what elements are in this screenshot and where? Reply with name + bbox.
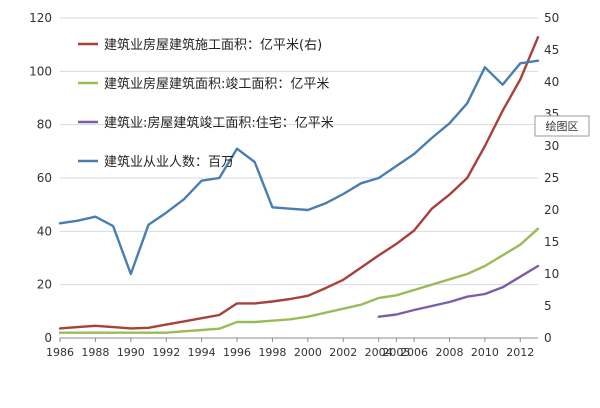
y-right-tick-label: 50	[544, 11, 559, 25]
series-line-2	[58, 227, 540, 334]
y-right-tick-label: 40	[544, 75, 559, 89]
y-left-tick-label: 40	[37, 224, 52, 238]
y-right-tick-label: 5	[544, 299, 552, 313]
x-tick-label: 2005	[382, 346, 410, 359]
x-tick-label: 1998	[258, 346, 286, 359]
x-tick-label: 2002	[329, 346, 357, 359]
x-tick-label: 1996	[223, 346, 251, 359]
legend: 建筑业房屋建筑施工面积：亿平米(右) 建筑业房屋建筑面积:竣工面积：亿平米建筑业:…	[78, 37, 334, 170]
x-tick-label: 1994	[188, 346, 216, 359]
legend-label-4: 建筑业从业人数：百万	[104, 154, 234, 170]
gridlines	[60, 17, 538, 286]
y-right-tick-label: 30	[544, 139, 559, 153]
legend-label-2: 建筑业房屋建筑面积:竣工面积：亿平米	[104, 76, 329, 92]
y-right-tick-label: 10	[544, 267, 559, 281]
x-tick-label: 2008	[435, 346, 463, 359]
y-right-tick-label: 15	[544, 235, 559, 249]
x-tick-label: 2004	[365, 346, 393, 359]
y-right-tick-label: 0	[544, 331, 552, 345]
x-tick-label: 2012	[506, 346, 534, 359]
y-left-tick-label: 80	[37, 118, 52, 132]
y-left-tick-label: 120	[29, 11, 52, 25]
x-tick-label: 1992	[152, 346, 180, 359]
y-right-tick-label: 45	[544, 43, 559, 57]
x-tick-label: 1988	[81, 346, 109, 359]
x-tick-label: 2000	[294, 346, 322, 359]
series-lines	[58, 36, 540, 334]
plot-area-tag: 绘图区	[534, 115, 590, 137]
y-left-tick-label: 60	[37, 171, 52, 185]
series-line-3	[377, 264, 540, 318]
x-tick-label: 2010	[471, 346, 499, 359]
x-tick-label: 1986	[46, 346, 74, 359]
x-tick-label: 1990	[117, 346, 145, 359]
plot-area-tag-label: 绘图区	[546, 119, 579, 133]
y-left-tick-label: 20	[37, 278, 52, 292]
series-line-1	[58, 36, 540, 330]
series-line-4	[58, 59, 540, 276]
legend-label-3: 建筑业:房屋建筑竣工面积:住宅：亿平米	[104, 115, 334, 131]
y-left-tick-label: 100	[29, 64, 52, 78]
y-right-tick-label: 20	[544, 203, 559, 217]
y-left-tick-label: 0	[44, 331, 52, 345]
legend-label-1: 建筑业房屋建筑施工面积：亿平米(右)	[104, 37, 322, 53]
y-right-tick-label: 25	[544, 171, 559, 185]
x-tick-label: 2006	[400, 346, 428, 359]
